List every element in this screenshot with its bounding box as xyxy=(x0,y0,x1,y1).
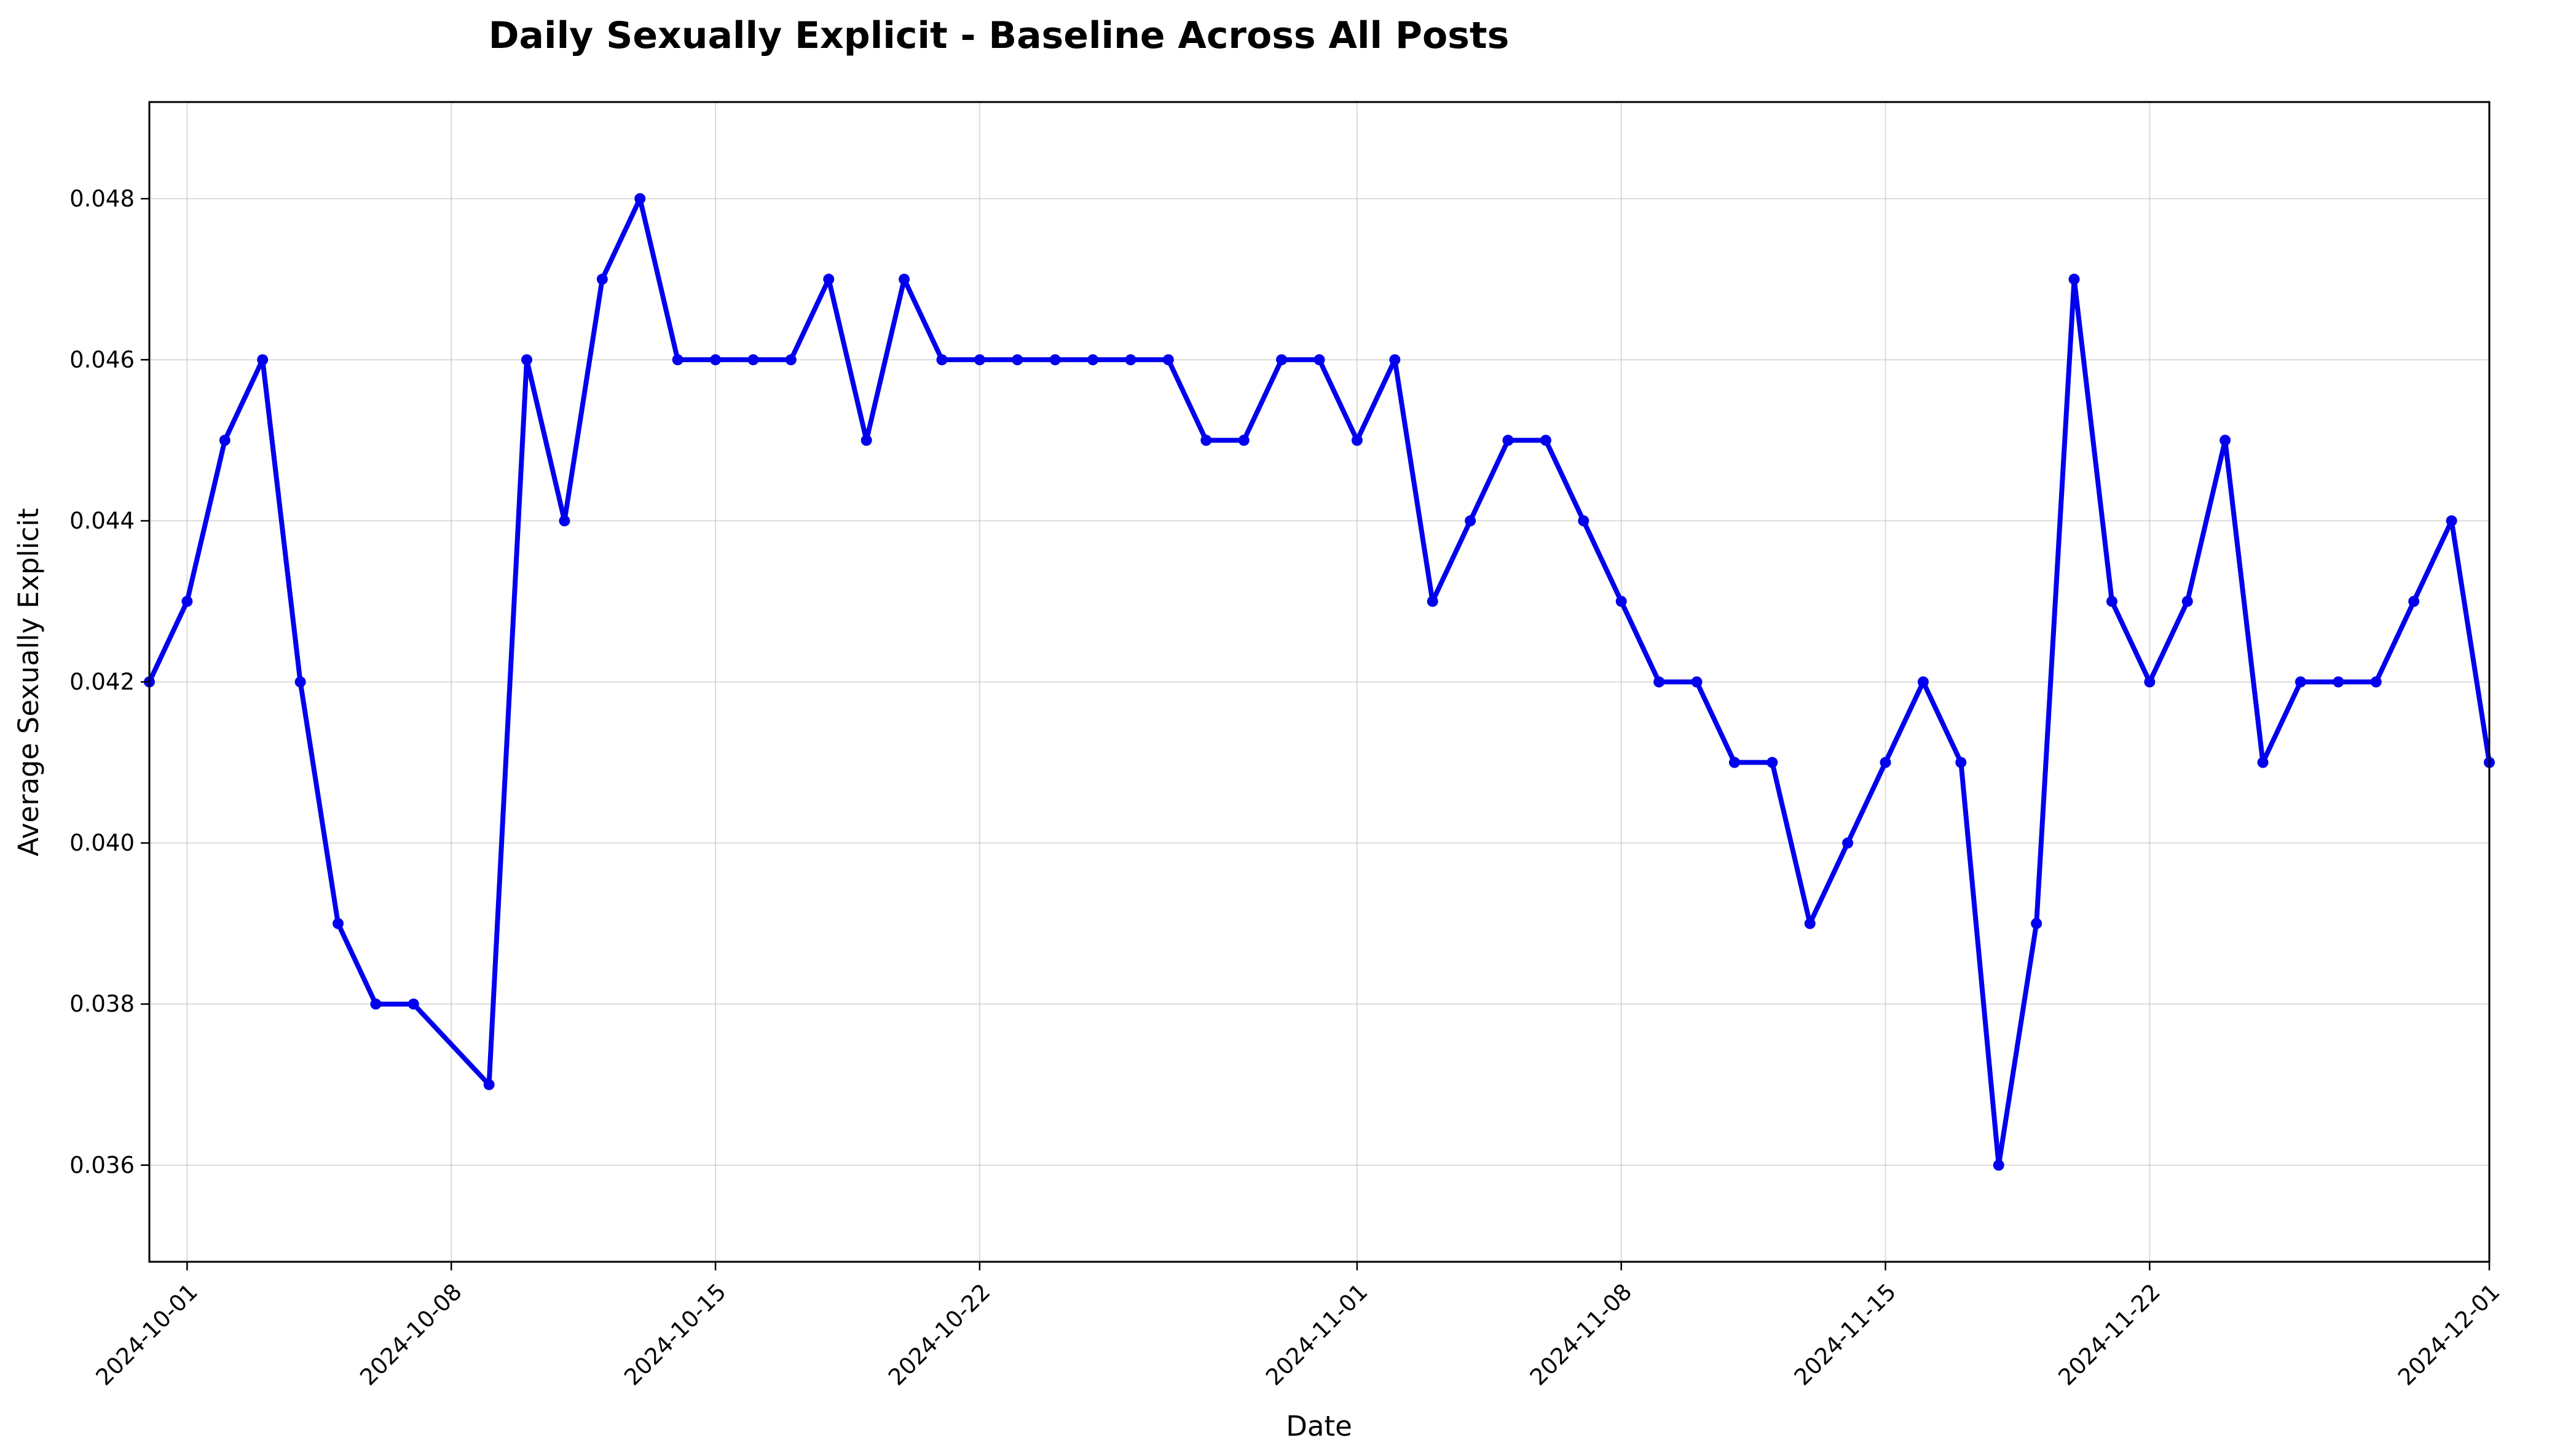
x-tick-label: 2024-11-22 xyxy=(2054,1278,2165,1390)
x-tick-label: 2024-10-08 xyxy=(355,1278,467,1390)
x-tick-label: 2024-10-01 xyxy=(91,1278,203,1390)
data-point xyxy=(1578,515,1589,527)
data-point xyxy=(2370,676,2382,688)
data-point xyxy=(1351,435,1363,446)
y-tick-label: 0.040 xyxy=(69,830,135,856)
data-point xyxy=(672,354,683,366)
data-point xyxy=(1389,354,1401,366)
data-point xyxy=(823,273,835,285)
data-point xyxy=(974,354,985,366)
data-point xyxy=(2257,757,2269,768)
data-point xyxy=(2068,273,2080,285)
data-point xyxy=(1502,435,1514,446)
data-point xyxy=(408,998,419,1010)
y-tick-label: 0.046 xyxy=(69,347,135,373)
data-point xyxy=(2333,676,2344,688)
x-tick-label: 2024-11-08 xyxy=(1525,1278,1637,1390)
data-point xyxy=(1880,757,1891,768)
data-point xyxy=(2181,596,2193,607)
data-point xyxy=(936,354,948,366)
data-point xyxy=(333,918,344,929)
data-point xyxy=(1842,837,1854,849)
data-point xyxy=(1804,918,1816,929)
data-point xyxy=(2031,918,2042,929)
data-point xyxy=(785,354,797,366)
data-point xyxy=(1238,435,1250,446)
data-point xyxy=(370,998,382,1010)
chart-title: Daily Sexually Explicit - Baseline Acros… xyxy=(489,14,1510,57)
data-point xyxy=(1465,515,1476,527)
data-point xyxy=(1917,676,1929,688)
data-point xyxy=(294,676,306,688)
data-point xyxy=(710,354,722,366)
data-point xyxy=(899,273,910,285)
data-point xyxy=(2446,515,2457,527)
data-point xyxy=(1540,435,1551,446)
data-point xyxy=(1012,354,1023,366)
x-tick-label: 2024-11-01 xyxy=(1261,1278,1373,1390)
data-point xyxy=(2106,596,2117,607)
x-tick-label: 2024-11-15 xyxy=(1789,1278,1901,1390)
data-point xyxy=(521,354,533,366)
data-point xyxy=(559,515,570,527)
y-tick-label: 0.042 xyxy=(69,669,135,695)
data-point xyxy=(2294,676,2306,688)
data-point xyxy=(257,354,269,366)
x-axis-ticks: 2024-10-01 2024-10-08 2024-10-15 2024-10-22… xyxy=(91,1262,2505,1391)
x-axis-label: Date xyxy=(1286,1410,1352,1442)
data-point xyxy=(861,435,872,446)
y-tick-label: 0.036 xyxy=(69,1152,135,1178)
data-point xyxy=(1653,676,1665,688)
data-series xyxy=(144,193,2495,1171)
data-point xyxy=(1766,757,1778,768)
x-tick-label: 2024-10-15 xyxy=(619,1278,731,1390)
data-point xyxy=(1276,354,1288,366)
data-point xyxy=(2219,435,2231,446)
grid-lines xyxy=(149,102,2490,1262)
y-tick-label: 0.038 xyxy=(69,991,135,1017)
y-axis-ticks: 0.036 0.038 0.040 0.042 0.044 0.046 0.048 xyxy=(69,186,149,1178)
data-point xyxy=(1615,596,1627,607)
y-tick-label: 0.044 xyxy=(69,508,135,534)
data-point xyxy=(1691,676,1703,688)
x-tick-label: 2024-12-01 xyxy=(2393,1278,2505,1390)
data-point xyxy=(483,1079,495,1090)
data-point xyxy=(596,273,608,285)
data-point xyxy=(634,193,646,205)
data-point xyxy=(1313,354,1325,366)
data-point xyxy=(1993,1159,2004,1171)
data-point xyxy=(219,435,230,446)
data-point xyxy=(181,596,193,607)
data-point xyxy=(2144,676,2156,688)
data-point xyxy=(1162,354,1174,366)
data-point xyxy=(1125,354,1136,366)
data-point xyxy=(1427,596,1438,607)
data-point xyxy=(747,354,759,366)
series-line xyxy=(147,196,2492,1168)
data-point xyxy=(2408,596,2420,607)
x-tick-label: 2024-10-22 xyxy=(883,1278,995,1390)
y-axis-label: Average Sexually Explicit xyxy=(12,508,45,857)
data-point xyxy=(1087,354,1099,366)
data-point xyxy=(1728,757,1740,768)
data-point xyxy=(1049,354,1061,366)
data-point xyxy=(1955,757,1967,768)
y-tick-label: 0.048 xyxy=(69,186,135,212)
data-point xyxy=(1200,435,1212,446)
